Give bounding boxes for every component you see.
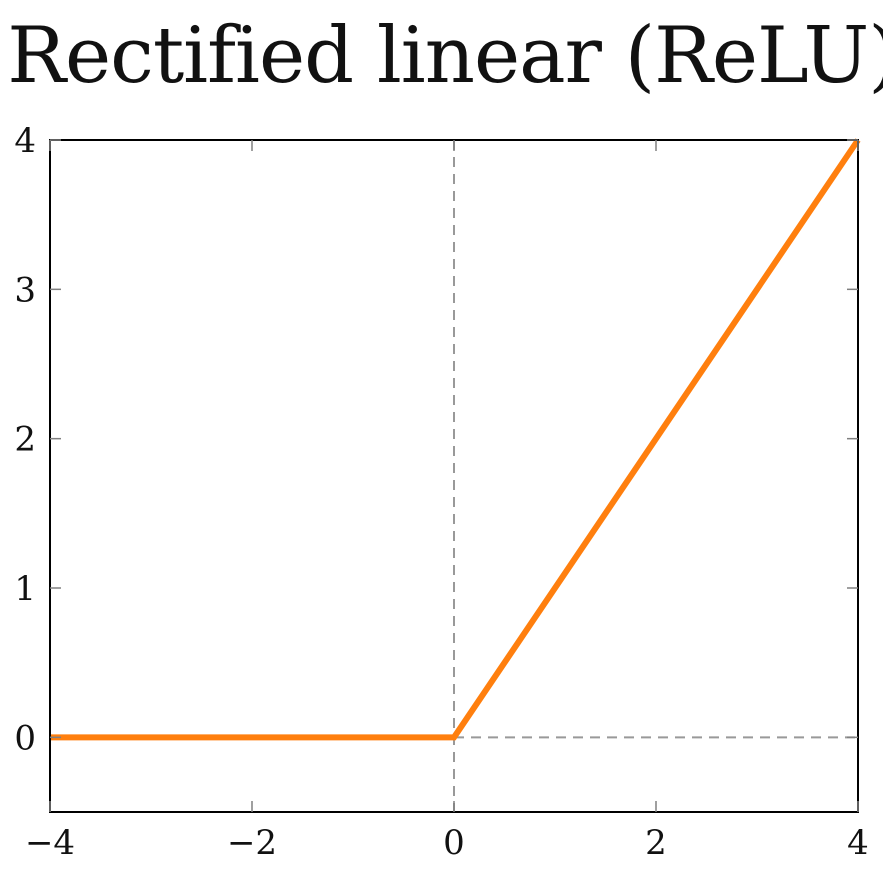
plot-frame [49,139,859,813]
relu-series-line [50,138,861,741]
x-tick-label: 0 [443,823,465,863]
tick-labels: −4 −2 0 2 4 0 1 2 3 4 [14,121,868,863]
y-tick-label: 1 [14,569,36,609]
reference-lines [453,140,858,812]
x-tick-label: −2 [227,823,277,863]
y-tick-label: 3 [14,270,36,310]
x-tick-label: 2 [645,823,667,863]
series-layer [50,138,861,741]
x-tick-label: −4 [25,823,75,863]
x-tick-label: 4 [847,823,869,863]
y-tick-label: 0 [14,718,36,758]
y-tick-label: 4 [14,121,36,161]
chart-title: Rectified linear (ReLU) [7,11,883,101]
ticks-layer [49,139,859,812]
y-tick-label: 2 [14,420,36,460]
